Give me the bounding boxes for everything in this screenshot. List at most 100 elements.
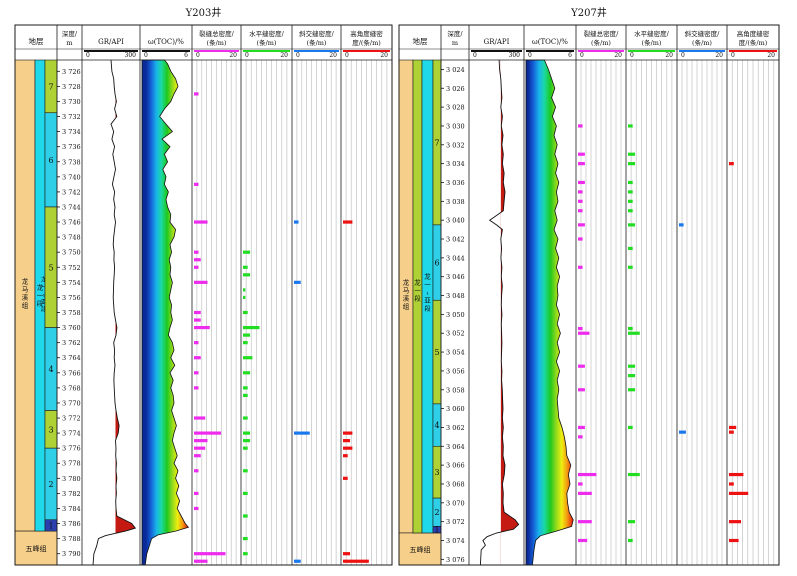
oblique-density-header: (条/m)	[307, 38, 327, 47]
submember-label: 段	[41, 306, 47, 314]
wufeng-formation-cell	[14, 530, 58, 566]
depth-tick-label: 3 754	[62, 279, 81, 287]
oblique-density-bar	[294, 280, 301, 284]
total-density-bar	[578, 331, 590, 335]
horizontal-density-bar	[243, 386, 248, 390]
horizontal-density-bar	[243, 250, 251, 254]
depth-header: 深度/	[62, 29, 78, 38]
total-density-bar	[194, 446, 206, 450]
total-density-bar	[194, 469, 199, 473]
oblique-density-bar	[294, 559, 301, 563]
submember-label: ₁	[426, 288, 429, 296]
horizontal-density-bar	[243, 439, 251, 443]
horizontal-density-bar	[628, 331, 640, 335]
depth-tick-label: 3 072	[446, 518, 465, 526]
total-density-bar	[194, 220, 208, 224]
high-angle-density-bar	[729, 162, 734, 166]
total-density-bar	[194, 491, 199, 495]
depth-tick-label: 3 778	[62, 460, 81, 468]
oblique-density-bar	[294, 220, 299, 224]
depth-tick-label: 3 048	[446, 292, 465, 300]
depth-tick-label: 3 076	[446, 556, 465, 564]
total-density-bar	[194, 325, 210, 330]
formation-label-longmaxi: 溪	[403, 293, 410, 302]
depth-tick-label: 3 066	[446, 462, 465, 470]
total-density-bar	[194, 506, 199, 511]
high-angle-density-scale-max: 20	[767, 52, 775, 59]
total-density-bar	[194, 371, 199, 375]
total-density-bar	[578, 435, 583, 439]
horizontal-density-header: (条/m)	[642, 38, 662, 47]
high-angle-density-bar	[729, 482, 734, 486]
total-density-bar	[578, 190, 583, 194]
depth-tick-label: 3 028	[446, 104, 465, 112]
gr-curve	[479, 59, 520, 566]
depth-tick-label: 3 756	[62, 294, 81, 302]
depth-tick-label: 3 060	[446, 405, 465, 413]
depth-tick-label: 3 748	[62, 234, 81, 242]
formation-label-longmaxi: 组	[22, 301, 29, 310]
depth-tick-label: 3 038	[446, 198, 465, 206]
total-density-bar	[194, 439, 208, 443]
horizontal-density-bar	[243, 273, 251, 277]
layer-label: 3	[48, 425, 53, 434]
total-density-bar	[578, 491, 592, 495]
formation-header: 地层	[413, 36, 428, 46]
horizontal-density-bar	[628, 326, 633, 331]
total-density-bar	[578, 124, 583, 128]
total-density-bar	[578, 199, 583, 203]
total-density-bar	[578, 472, 597, 477]
depth-tick-label: 3 758	[62, 309, 81, 317]
total-density-bar	[578, 180, 585, 185]
depth-tick-label: 3 772	[62, 415, 81, 423]
depth-tick-label: 3 040	[446, 217, 465, 225]
total-density-header: 裂缝总密度/	[199, 29, 235, 38]
formation-label-longmaxi: 溪	[22, 293, 29, 302]
depth-tick-label: 3 042	[446, 236, 465, 244]
depth-tick-label: 3 734	[62, 128, 81, 136]
total-density-bar	[194, 310, 201, 315]
depth-tick-label: 3 046	[446, 273, 465, 281]
layer-label: 1	[434, 526, 439, 535]
total-density-bar	[578, 520, 592, 524]
high-angle-density-bar	[343, 476, 348, 480]
gr-scale-max: 300	[125, 52, 137, 59]
depth-header: m	[66, 39, 72, 47]
total-density-bar	[578, 265, 583, 269]
high-angle-density-header: 度/(条/m)	[739, 38, 768, 47]
depth-tick-label: 3 766	[62, 369, 81, 377]
horizontal-density-bar	[243, 356, 253, 360]
submember-label: 亚	[41, 299, 47, 306]
total-density-bar	[194, 431, 221, 435]
layer-label: 1	[48, 521, 53, 530]
toc-area	[141, 59, 190, 566]
total-density-bar	[194, 454, 201, 458]
panel-title: Y207井	[570, 6, 607, 19]
depth-header: m	[452, 39, 458, 47]
formation-header: 地层	[29, 36, 44, 46]
horizontal-density-bar	[243, 552, 248, 556]
horizontal-density-bar	[243, 416, 248, 420]
high-angle-density-bar	[343, 220, 353, 224]
total-density-bar	[194, 318, 201, 322]
depth-tick-label: 3 770	[62, 399, 81, 407]
total-density-bar	[194, 250, 199, 254]
high-angle-density-bar	[343, 559, 369, 563]
depth-tick-label: 3 726	[62, 68, 81, 76]
high-angle-density-bar	[343, 439, 351, 443]
depth-tick-label: 3 056	[446, 367, 465, 375]
total-density-bar	[194, 386, 199, 390]
depth-tick-label: 3 790	[62, 550, 81, 558]
horizontal-density-bar	[628, 223, 636, 227]
horizontal-density-bar	[243, 310, 248, 315]
depth-header: 深度/	[447, 29, 463, 38]
high-angle-density-header: 度/(条/m)	[352, 38, 381, 47]
layer-label: 3	[434, 468, 439, 477]
total-density-header: (条/m)	[591, 38, 611, 47]
depth-tick-label: 3 740	[62, 173, 81, 181]
depth-tick-label: 3 058	[446, 386, 465, 394]
toc-area	[525, 59, 574, 566]
depth-tick-label: 3 742	[62, 188, 81, 196]
